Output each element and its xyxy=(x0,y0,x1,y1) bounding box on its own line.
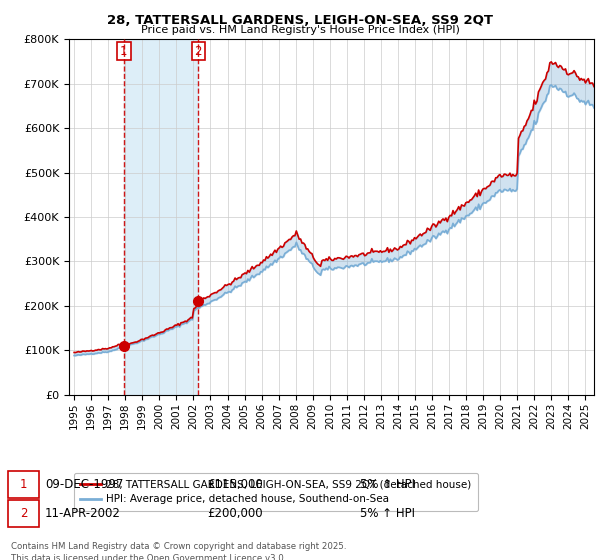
Text: Contains HM Land Registry data © Crown copyright and database right 2025.
This d: Contains HM Land Registry data © Crown c… xyxy=(11,542,346,560)
Text: 09-DEC-1997: 09-DEC-1997 xyxy=(45,478,124,491)
Text: 28, TATTERSALL GARDENS, LEIGH-ON-SEA, SS9 2QT: 28, TATTERSALL GARDENS, LEIGH-ON-SEA, SS… xyxy=(107,14,493,27)
Text: 2: 2 xyxy=(20,507,27,520)
Legend: 28, TATTERSALL GARDENS, LEIGH-ON-SEA, SS9 2QT (detached house), HPI: Average pri: 28, TATTERSALL GARDENS, LEIGH-ON-SEA, SS… xyxy=(74,473,478,511)
Text: Price paid vs. HM Land Registry's House Price Index (HPI): Price paid vs. HM Land Registry's House … xyxy=(140,25,460,35)
Text: £200,000: £200,000 xyxy=(207,507,263,520)
Text: 11-APR-2002: 11-APR-2002 xyxy=(45,507,121,520)
Text: 5% ↑ HPI: 5% ↑ HPI xyxy=(360,478,415,491)
Text: 2: 2 xyxy=(194,45,202,58)
Text: £115,000: £115,000 xyxy=(207,478,263,491)
Text: 1: 1 xyxy=(20,478,27,491)
Text: 1: 1 xyxy=(120,45,128,58)
Text: 5% ↑ HPI: 5% ↑ HPI xyxy=(360,507,415,520)
Bar xyxy=(124,39,198,395)
